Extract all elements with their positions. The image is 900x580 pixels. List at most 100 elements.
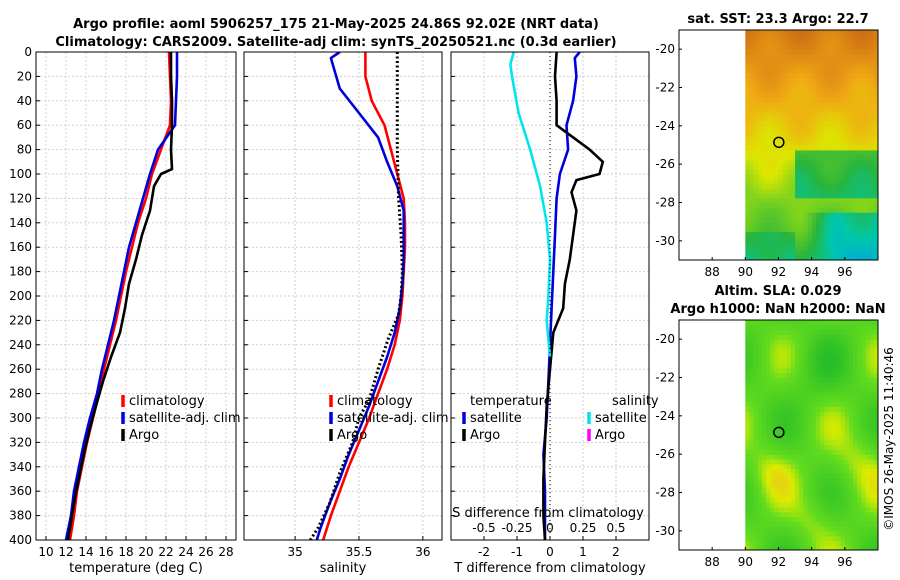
heatmap-cell (869, 183, 875, 189)
heatmap-cell (861, 178, 867, 184)
heatmap-cell (861, 121, 867, 127)
heatmap-cell (778, 202, 784, 208)
heatmap-cell (790, 435, 796, 441)
heatmap-cell (861, 449, 867, 455)
heatmap-cell (869, 497, 875, 503)
heatmap-cell (824, 68, 829, 74)
heatmap-cell (820, 236, 825, 242)
heatmap-cell (815, 367, 821, 374)
heatmap-cell (753, 106, 759, 113)
heatmap-cell (820, 387, 825, 393)
heatmap-cell (857, 348, 862, 355)
heatmap-cell (811, 372, 817, 379)
heatmap-cell (811, 92, 817, 98)
heatmap-cell (861, 188, 867, 194)
heatmap-cell (803, 82, 809, 89)
heatmap-cell (861, 197, 867, 204)
heatmap-cell (807, 540, 813, 546)
heatmap-cell (761, 506, 767, 513)
heatmap-cell (840, 255, 846, 260)
heatmap-cell (770, 216, 775, 223)
heatmap-cell (811, 482, 817, 489)
heatmap-cell (790, 526, 796, 532)
heatmap-cell (828, 348, 833, 355)
heatmap-cell (761, 334, 767, 340)
heatmap-cell (757, 34, 763, 41)
heatmap-cell (749, 502, 755, 508)
heatmap-cell (844, 545, 850, 550)
heatmap-cell (745, 444, 750, 450)
heatmap-cell (778, 173, 784, 180)
heatmap-cell (873, 382, 878, 388)
heatmap-cell (766, 231, 771, 237)
heatmap-cell (857, 339, 862, 345)
heatmap-cell (815, 444, 821, 450)
heatmap-cell (844, 178, 850, 184)
heatmap-cell (853, 473, 858, 479)
heatmap-cell (873, 226, 878, 232)
heatmap-cell (844, 406, 850, 412)
heatmap-cell (770, 372, 775, 379)
imos-watermark: ©IMOS 26-May-2025 11:40:46 (882, 347, 896, 531)
heatmap-cell (807, 236, 813, 242)
heatmap-cell (782, 506, 788, 513)
heatmap-cell (853, 30, 858, 36)
heatmap-cell (849, 58, 854, 65)
heatmap-cell (836, 178, 842, 184)
heatmap-cell (820, 39, 825, 45)
heatmap-cell (799, 44, 804, 50)
heatmap-cell (790, 82, 796, 89)
heatmap-cell (849, 92, 854, 98)
heatmap-cell (853, 468, 858, 474)
heatmap-cell (795, 425, 800, 431)
heatmap-cell (774, 97, 780, 103)
heatmap-cell (761, 97, 767, 103)
heatmap-cell (782, 101, 788, 108)
heatmap-cell (753, 492, 759, 498)
heatmap-cell (849, 478, 854, 484)
heatmap-cell (774, 197, 780, 204)
heatmap-cell (840, 87, 846, 93)
heatmap-cell (865, 530, 871, 537)
heatmap-cell (749, 116, 755, 122)
heatmap-cell (803, 473, 809, 479)
heatmap-cell (820, 82, 825, 89)
x-tick-label: 0 (546, 545, 554, 559)
heatmap-cell (795, 255, 800, 260)
heatmap-cell (749, 250, 755, 256)
heatmap-cell (757, 197, 763, 204)
heatmap-cell (757, 111, 763, 117)
series-group (509, 52, 605, 540)
heatmap-cell (861, 159, 867, 165)
heatmap-cell (790, 367, 796, 374)
heatmap-cell (774, 154, 780, 160)
heatmap-cell (761, 197, 767, 204)
heatmap-cell (815, 339, 821, 345)
x-tick-label: 24 (178, 545, 193, 559)
heatmap-cell (745, 377, 750, 383)
heatmap-cell (770, 30, 775, 36)
heatmap-cell (869, 221, 875, 228)
heatmap-cell (757, 339, 763, 345)
heatmap-cell (782, 439, 788, 446)
heatmap-cell (778, 320, 784, 326)
heatmap-cell (857, 363, 862, 369)
heatmap-cell (853, 164, 858, 170)
heatmap-cell (770, 391, 775, 398)
heatmap-cell (873, 169, 878, 175)
heatmap-cell (753, 240, 759, 247)
heatmap-cell (836, 188, 842, 194)
heatmap-cell (873, 473, 878, 479)
heatmap-cell (757, 135, 763, 141)
heatmap-cell (770, 454, 775, 460)
heatmap-cell (807, 348, 813, 355)
heatmap-cell (836, 92, 842, 98)
heatmap-cell (820, 130, 825, 136)
heatmap-cell (786, 221, 792, 228)
heatmap-cell (745, 387, 750, 393)
heatmap-cell (836, 68, 842, 74)
heatmap-cell (873, 439, 878, 446)
heatmap-cell (761, 415, 767, 422)
s-diff-tick-label: 0.25 (570, 521, 597, 535)
heatmap-cell (753, 164, 759, 170)
